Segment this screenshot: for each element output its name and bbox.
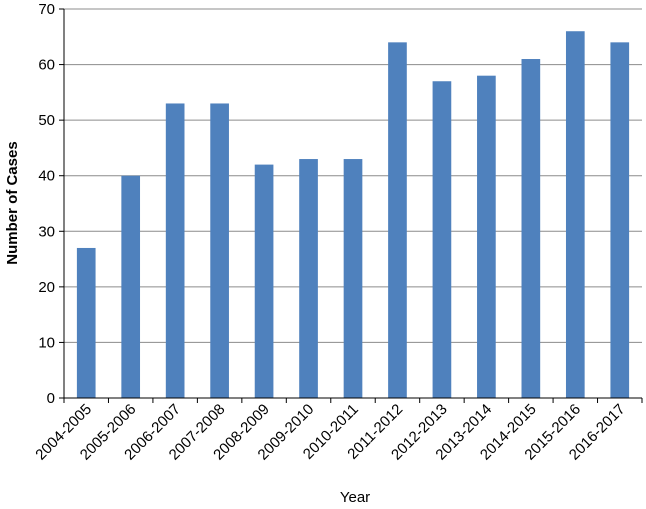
- bar: [432, 81, 452, 398]
- bar: [477, 75, 496, 398]
- x-axis-title: Year: [340, 489, 370, 506]
- bar: [388, 42, 407, 398]
- bar: [165, 103, 185, 398]
- y-tick-label: 60: [38, 57, 55, 74]
- y-tick-label: 70: [38, 1, 55, 18]
- y-axis-title: Number of Cases: [4, 141, 21, 264]
- y-tick-label: 10: [38, 334, 55, 351]
- bar: [210, 103, 229, 398]
- y-tick-label: 20: [38, 279, 55, 296]
- axes: [63, 9, 642, 399]
- bar: [299, 159, 318, 398]
- y-tick-label: 40: [38, 168, 55, 185]
- bars: [76, 31, 630, 399]
- bar: [610, 42, 630, 398]
- y-tick-label: 50: [38, 112, 55, 129]
- bar: [343, 159, 363, 398]
- y-tick-label: 30: [38, 223, 55, 240]
- bar: [76, 247, 96, 398]
- bar: [521, 59, 541, 399]
- bar: [565, 31, 585, 398]
- y-tick-label: 0: [47, 390, 55, 407]
- x-tick-labels: 2004-20052005-20062006-20072007-20082008…: [32, 398, 643, 464]
- bar: [121, 175, 141, 398]
- bar: [254, 164, 274, 398]
- y-tick-labels: 0 10 20 30 40 50 60 70: [38, 1, 64, 407]
